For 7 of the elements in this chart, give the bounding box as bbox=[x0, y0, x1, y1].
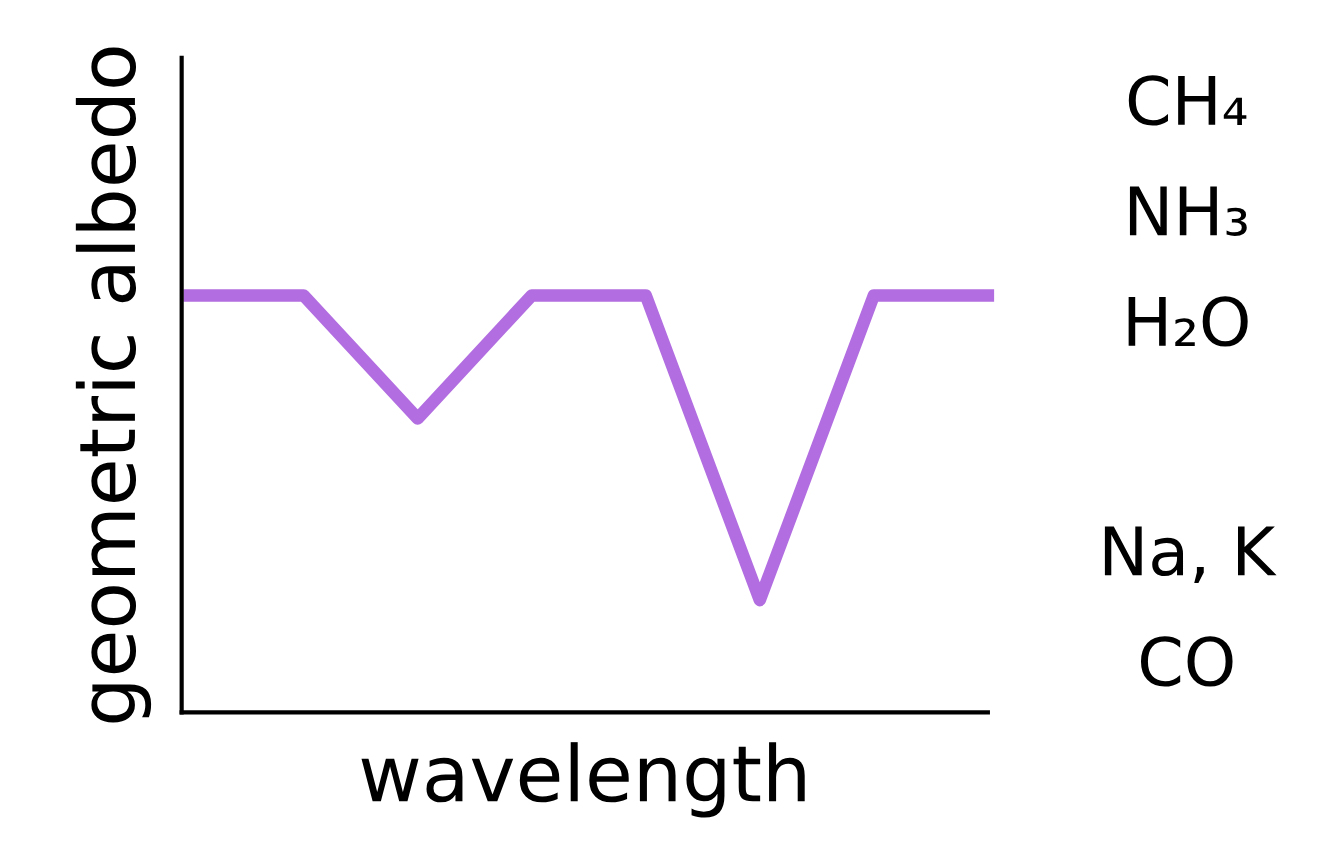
y-axis-title: geometric albedo bbox=[75, 47, 152, 723]
x-axis-title: wavelength bbox=[361, 742, 805, 818]
text: NH₃ bbox=[1129, 186, 1247, 236]
text: Na, K bbox=[1104, 526, 1277, 583]
text: CH₄ bbox=[1128, 75, 1247, 126]
text: CO bbox=[1140, 636, 1233, 687]
text: H₂O bbox=[1128, 296, 1248, 347]
